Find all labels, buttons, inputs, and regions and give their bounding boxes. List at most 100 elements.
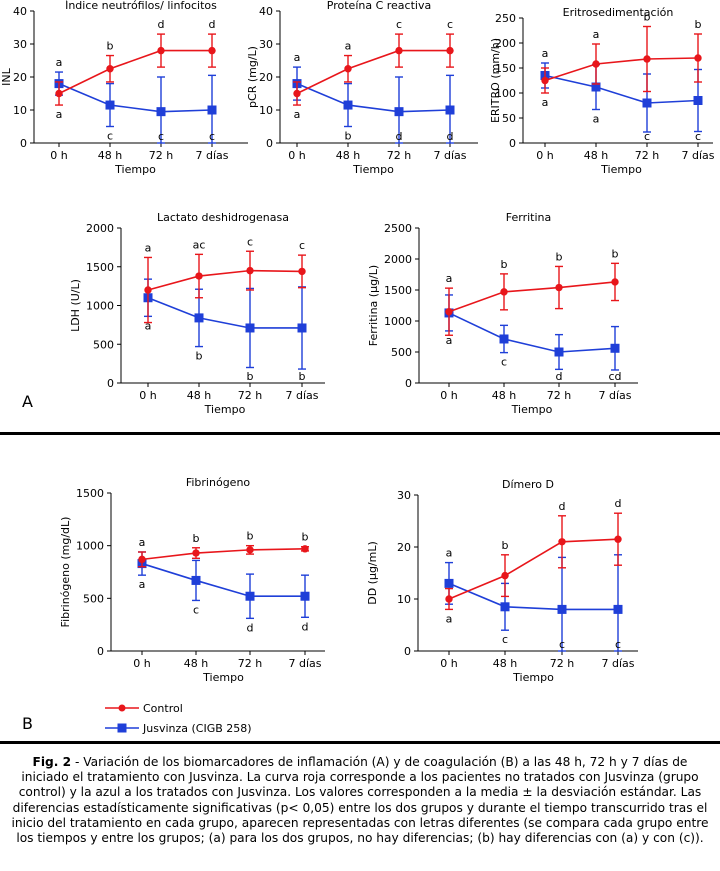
x-tick-label: 7 días <box>601 657 634 670</box>
series-line-control <box>58 49 212 95</box>
x-axis-label: Tiempo <box>600 163 642 176</box>
chart-title: Índice neutrófilos/ linfocitos <box>65 0 217 12</box>
x-tick-label: 48 h <box>336 149 360 162</box>
chart-4: 0 500 1000 1500 2000 0 h 48 h 72 h 7 días Lactato… <box>69 211 325 416</box>
x-axis-label: Tiempo <box>204 403 246 416</box>
y-tick-label: 40 <box>259 5 273 18</box>
significance-letter: d <box>209 18 216 31</box>
data-point-control <box>445 308 453 316</box>
y-axis-label: INL <box>0 67 13 85</box>
significance-letter: a <box>145 319 152 332</box>
y-tick-label: 10 <box>13 104 27 117</box>
y-tick-label: 0 <box>20 137 27 150</box>
significance-letter: c <box>299 239 305 252</box>
x-tick-label: 0 h <box>288 149 305 162</box>
y-tick-label: 30 <box>397 489 411 502</box>
y-tick-label: 0 <box>266 137 273 150</box>
data-point-control <box>301 545 309 553</box>
data-point-control <box>106 65 114 73</box>
series-line-control <box>147 269 303 291</box>
data-point-control <box>55 89 63 98</box>
data-point-jusvinza <box>297 323 307 333</box>
significance-letter: c <box>447 18 453 31</box>
data-point-jusvinza <box>554 347 564 357</box>
significance-letter: b <box>193 532 200 545</box>
significance-letter: b <box>556 250 563 263</box>
data-point-control <box>643 55 651 63</box>
y-axis-label: LDH (U/L) <box>69 279 82 332</box>
x-tick-label: 7 días <box>195 149 228 162</box>
series-line-jusvinza <box>141 562 305 598</box>
y-tick-label: 250 <box>495 12 516 25</box>
x-tick-label: 0 h <box>133 657 150 670</box>
x-tick-label: 7 días <box>681 149 714 162</box>
caption-label: Fig. 2 <box>32 755 72 769</box>
data-point-control <box>558 538 566 546</box>
significance-letter: b <box>502 539 509 552</box>
chart-7: 0 10 20 30 0 h 48 h 72 h 7 días Dímero D Tiempo DD… <box>366 478 638 684</box>
y-tick-label: 100 <box>495 87 516 100</box>
significance-letter: d <box>247 621 254 634</box>
significance-letter: b <box>345 130 352 143</box>
data-point-jusvinza <box>444 578 454 588</box>
significance-letter: d <box>559 500 566 513</box>
figure-caption: Fig. 2 - Variación de los biomarcadores … <box>8 755 712 846</box>
significance-letter: c <box>193 603 199 616</box>
x-tick-label: 72 h <box>550 657 574 670</box>
x-axis-label: Tiempo <box>202 671 244 684</box>
y-tick-label: 1000 <box>86 300 114 313</box>
significance-letter: c <box>501 356 507 369</box>
data-point-control <box>157 46 165 55</box>
x-tick-label: 7 días <box>433 149 466 162</box>
significance-letter: c <box>644 130 650 143</box>
x-axis-label: Tiempo <box>114 163 156 176</box>
y-tick-label: 2500 <box>384 222 412 235</box>
series-line-jusvinza <box>448 582 618 611</box>
data-point-control <box>541 76 549 85</box>
significance-letter: b <box>695 18 702 31</box>
data-point-jusvinza <box>693 96 703 105</box>
significance-letter: c <box>559 638 565 651</box>
x-axis-label: Tiempo <box>512 671 554 684</box>
data-point-control <box>344 65 352 73</box>
panel-divider-bottom <box>0 741 720 744</box>
x-tick-label: 0 h <box>139 389 156 402</box>
significance-letter: a <box>446 272 453 285</box>
data-point-control <box>246 266 254 275</box>
significance-letter: b <box>107 40 114 53</box>
chart-title: Ferritina <box>506 211 551 224</box>
significance-letter: a <box>542 47 549 60</box>
significance-letter: b <box>501 258 508 271</box>
chart-title: Lactato deshidrogenasa <box>157 211 289 224</box>
significance-letter: a <box>446 334 453 347</box>
chart-1: 0 10 20 30 40 0 h 48 h 72 h 7 días Índice neutróf… <box>0 0 248 176</box>
data-point-control <box>293 89 301 98</box>
significance-letter: a <box>294 51 301 64</box>
data-point-jusvinza <box>343 100 353 110</box>
x-tick-label: 0 h <box>440 389 457 402</box>
significance-letter: c <box>695 130 701 143</box>
y-tick-label: 150 <box>495 62 516 75</box>
y-tick-label: 1500 <box>384 284 412 297</box>
x-tick-label: 72 h <box>547 389 571 402</box>
series-line-jusvinza <box>448 312 616 353</box>
figure-canvas: 0 10 20 30 40 0 h 48 h 72 h 7 días Índice neutróf… <box>0 0 715 684</box>
significance-letter: a <box>593 113 600 126</box>
data-point-control <box>192 549 200 557</box>
x-tick-label: 72 h <box>238 389 262 402</box>
chart-6: 0 500 1000 1500 0 h 48 h 72 h 7 días Fibrinógeno… <box>59 476 325 684</box>
panel-divider-top <box>0 432 720 435</box>
significance-letter: c <box>209 130 215 143</box>
chart-5: 0 500 1000 1500 2000 2500 0 h 48 h 72 h 7 días Fer… <box>367 211 638 416</box>
data-point-jusvinza <box>445 105 455 115</box>
chart-title: Eritrosedimentación <box>563 6 674 19</box>
y-axis-label: Ferritina (µg/L) <box>367 265 380 346</box>
x-tick-label: 48 h <box>184 657 208 670</box>
legend-swatch-control <box>105 704 139 712</box>
series-line-jusvinza <box>544 74 699 104</box>
y-axis-label: Fibrinógeno (mg/dL) <box>59 517 72 628</box>
significance-letter: c <box>247 235 253 248</box>
significance-letter: d <box>615 497 622 510</box>
significance-letter: cd <box>608 370 621 383</box>
data-point-jusvinza <box>557 604 567 614</box>
